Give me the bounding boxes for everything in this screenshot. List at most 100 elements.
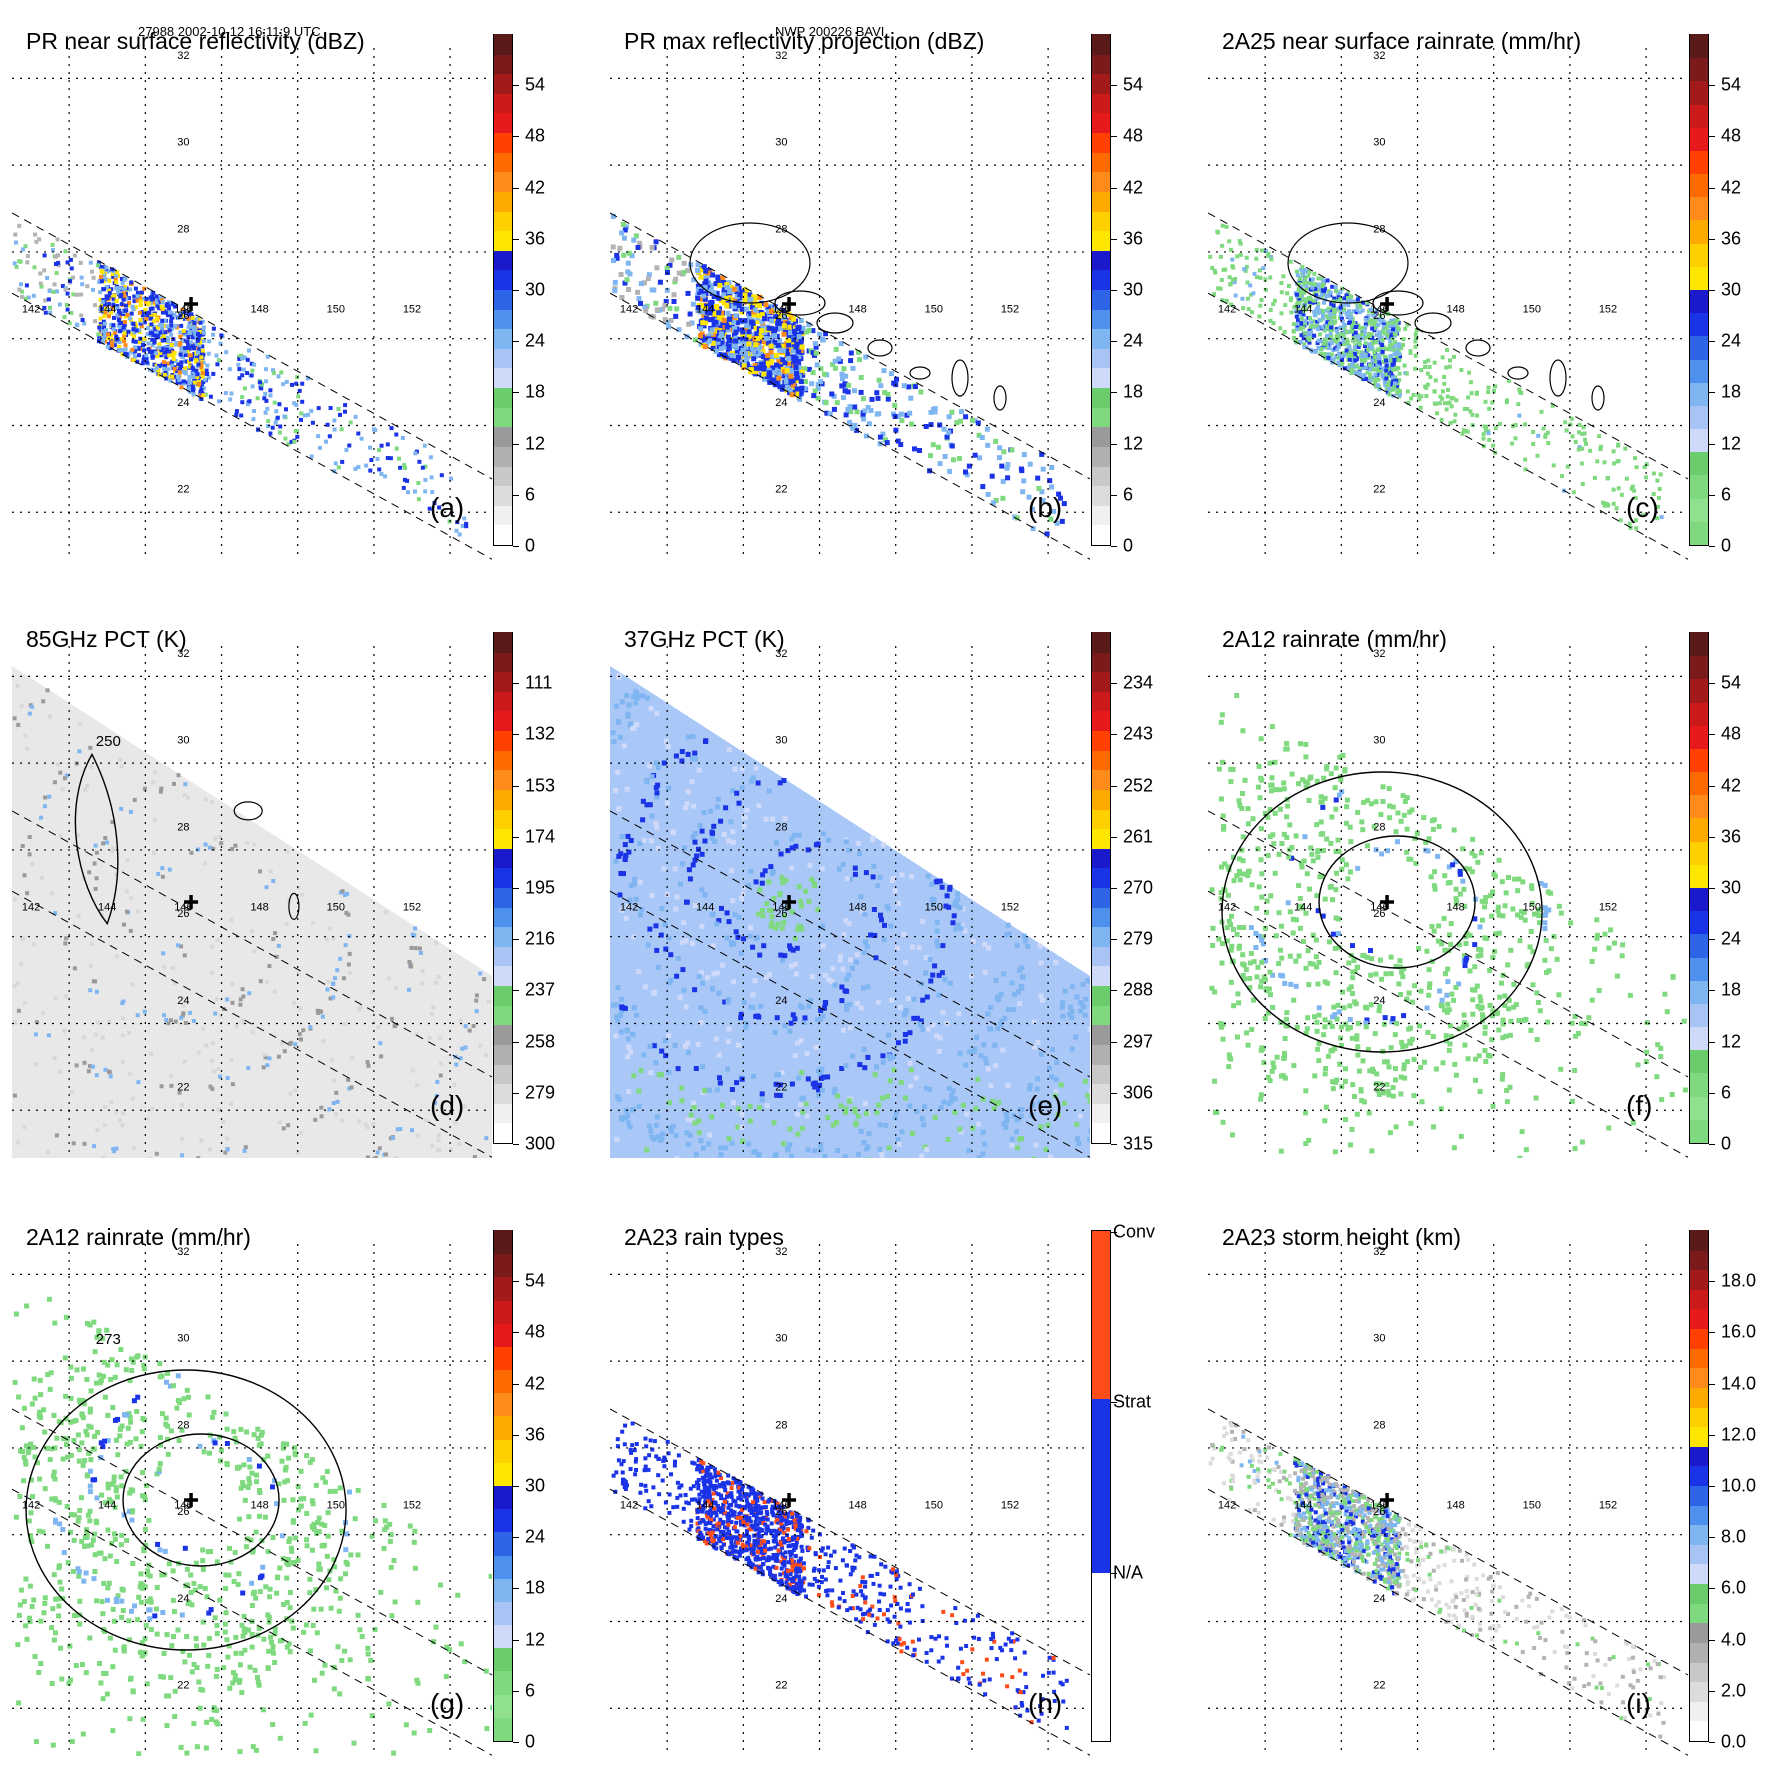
colorbar-tick bbox=[513, 683, 519, 685]
precip-pixel bbox=[1633, 495, 1638, 500]
precip-pixel bbox=[1580, 446, 1585, 451]
precip-pixel bbox=[13, 232, 18, 237]
precip-pixel bbox=[169, 332, 174, 337]
precip-pixel bbox=[133, 354, 137, 359]
precip-pixel bbox=[1330, 357, 1335, 362]
precip-pixel bbox=[676, 270, 682, 276]
lat-label: 22 bbox=[177, 484, 189, 496]
precip-pixel bbox=[746, 341, 752, 347]
precip-pixel bbox=[799, 369, 805, 375]
tmi-pixel bbox=[913, 1075, 919, 1081]
precip-pixel bbox=[912, 446, 917, 452]
precip-pixel bbox=[169, 313, 174, 318]
precip-pixel bbox=[786, 333, 792, 339]
colorbar-segment bbox=[1092, 367, 1110, 389]
colorbar-segment bbox=[494, 769, 512, 790]
precip-pixel bbox=[1228, 282, 1233, 287]
colorbar-segment bbox=[494, 230, 512, 251]
precip-pixel bbox=[1602, 460, 1607, 465]
tmi-pixel bbox=[911, 1015, 917, 1021]
precip-pixel bbox=[281, 382, 286, 387]
precip-pixel bbox=[777, 384, 783, 390]
tmi-pixel bbox=[938, 1105, 944, 1111]
precip-pixel bbox=[127, 296, 131, 301]
precip-pixel bbox=[196, 332, 200, 336]
colorbar-segment bbox=[494, 828, 512, 849]
tmi-pixel bbox=[1038, 960, 1044, 966]
precip-pixel bbox=[1295, 273, 1300, 278]
tmi-pixel bbox=[615, 1094, 620, 1100]
precip-pixel bbox=[743, 340, 749, 346]
tmi-pixel bbox=[763, 974, 769, 980]
precip-pixel bbox=[192, 329, 197, 334]
precip-pixel bbox=[732, 343, 738, 349]
precip-pixel bbox=[798, 329, 804, 335]
tmi-pixel bbox=[471, 1024, 476, 1028]
tmi-pixel bbox=[935, 878, 941, 884]
tmi-pixel bbox=[943, 903, 949, 909]
tmi-pixel bbox=[739, 1111, 745, 1117]
tmi-pixel bbox=[680, 967, 686, 973]
precip-pixel bbox=[780, 373, 786, 379]
precip-pixel bbox=[711, 294, 717, 299]
precip-pixel bbox=[775, 366, 781, 372]
lon-label: 152 bbox=[403, 902, 421, 914]
colorbar-segment bbox=[494, 308, 512, 330]
precip-pixel bbox=[91, 287, 95, 292]
tmi-pixel bbox=[125, 909, 129, 914]
precip-pixel bbox=[734, 350, 740, 356]
tmi-pixel bbox=[94, 1073, 99, 1078]
precip-pixel bbox=[1595, 459, 1600, 464]
precip-pixel bbox=[703, 268, 709, 274]
precip-pixel bbox=[1360, 308, 1365, 313]
precip-pixel bbox=[68, 279, 73, 284]
precip-pixel bbox=[731, 286, 737, 292]
precip-pixel bbox=[822, 371, 827, 377]
tmi-pixel bbox=[132, 797, 137, 802]
tmi-pixel bbox=[114, 954, 119, 959]
lat-label: 32 bbox=[177, 50, 189, 62]
precip-pixel bbox=[457, 532, 462, 537]
tmi-pixel bbox=[764, 1103, 770, 1109]
precip-pixel bbox=[792, 359, 798, 365]
precip-pixel bbox=[746, 329, 752, 335]
tmi-pixel bbox=[218, 1074, 222, 1079]
precip-pixel bbox=[236, 362, 241, 367]
tmi-pixel bbox=[25, 891, 30, 896]
precip-pixel bbox=[786, 324, 792, 330]
precip-pixel bbox=[88, 260, 93, 265]
tmi-pixel bbox=[415, 1083, 419, 1088]
precip-pixel bbox=[1330, 284, 1335, 289]
colorbar-segment bbox=[494, 690, 512, 712]
precip-pixel bbox=[140, 361, 145, 366]
tmi-pixel bbox=[264, 885, 269, 890]
tmi-pixel bbox=[795, 1040, 801, 1046]
precip-pixel bbox=[1570, 434, 1575, 439]
tmi-pixel bbox=[740, 1138, 745, 1144]
tmi-pixel bbox=[798, 1038, 804, 1044]
precip-pixel bbox=[818, 379, 824, 385]
colorbar-tick bbox=[1111, 85, 1117, 87]
tmi-pixel bbox=[334, 1112, 338, 1117]
contour-line bbox=[1549, 359, 1567, 397]
tmi-pixel bbox=[672, 1042, 678, 1048]
precip-pixel bbox=[854, 427, 859, 433]
precip-pixel bbox=[122, 331, 127, 336]
precip-pixel bbox=[252, 409, 256, 413]
lat-label: 32 bbox=[775, 50, 787, 62]
precip-pixel bbox=[138, 321, 143, 326]
tmi-pixel bbox=[768, 923, 774, 929]
tmi-pixel bbox=[705, 975, 711, 981]
precip-pixel bbox=[1367, 342, 1372, 347]
precip-pixel bbox=[664, 265, 670, 271]
precip-pixel bbox=[1390, 382, 1395, 387]
precip-pixel bbox=[356, 431, 361, 436]
precip-pixel bbox=[1004, 465, 1010, 471]
precip-pixel bbox=[1279, 281, 1284, 286]
tmi-pixel bbox=[932, 1115, 938, 1121]
tmi-pixel bbox=[748, 868, 754, 874]
precip-pixel bbox=[427, 506, 432, 511]
precip-pixel bbox=[1644, 462, 1649, 467]
tmi-pixel bbox=[272, 989, 277, 994]
tmi-pixel bbox=[757, 887, 763, 893]
